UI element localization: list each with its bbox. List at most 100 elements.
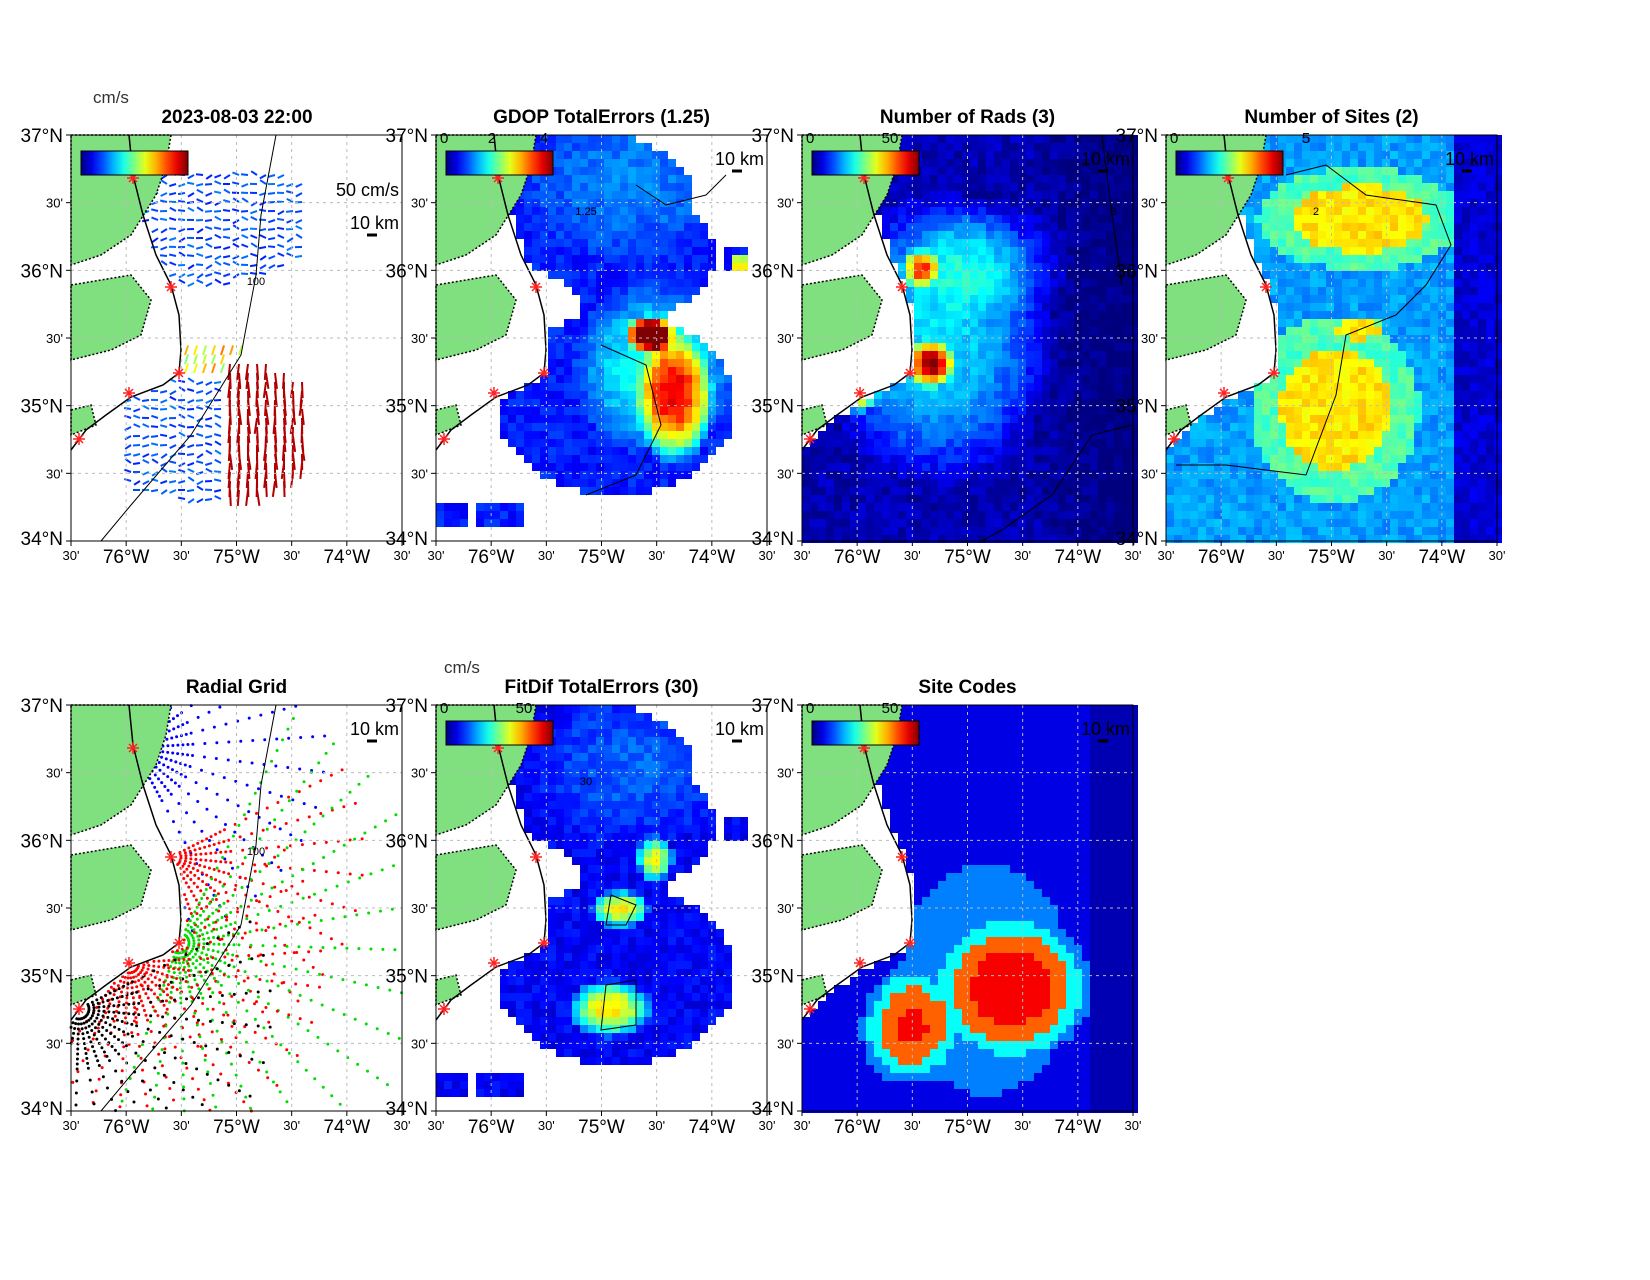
grid-cell (1470, 319, 1478, 327)
grid-cell (1358, 367, 1366, 375)
grid-cell (1066, 351, 1074, 359)
grid-cell (604, 335, 612, 343)
grid-cell (1486, 439, 1494, 447)
grid-cell (1366, 231, 1374, 239)
grid-cell (1278, 175, 1286, 183)
grid-cell (1278, 327, 1286, 335)
grid-cell (1342, 151, 1350, 159)
grid-cell (922, 479, 930, 487)
grid-cell (1050, 343, 1058, 351)
grid-cell (1478, 231, 1486, 239)
grid-cell (1462, 327, 1470, 335)
grid-cell (1002, 335, 1010, 343)
grid-cell (1350, 335, 1358, 343)
timestamp-title: 2023-08-03 22:00 (161, 107, 312, 128)
grid-cell (1422, 455, 1430, 463)
velocity-vector (196, 445, 203, 446)
grid-cell (1318, 279, 1326, 287)
grid-cell (938, 159, 946, 167)
grid-cell (1414, 167, 1422, 175)
grid-cell (556, 271, 564, 279)
grid-cell (914, 319, 922, 327)
grid-cell (1350, 191, 1358, 199)
grid-cell (1390, 287, 1398, 295)
grid-cell (1422, 167, 1430, 175)
grid-cell (1018, 335, 1026, 343)
grid-cell (1222, 487, 1230, 495)
grid-cell (1042, 463, 1050, 471)
grid-cell (1058, 503, 1066, 511)
grid-cell (1002, 455, 1010, 463)
grid-cell (1382, 391, 1390, 399)
grid-cell (922, 223, 930, 231)
grid-cell (500, 519, 508, 527)
grid-cell (930, 183, 938, 191)
grid-cell (596, 383, 604, 391)
grid-cell (572, 351, 580, 359)
grid-cell (1310, 351, 1318, 359)
velocity-vector (187, 255, 194, 256)
grid-cell (1358, 295, 1366, 303)
grid-cell (994, 495, 1002, 503)
grid-cell (1098, 535, 1106, 543)
grid-cell (1034, 367, 1042, 375)
grid-cell (1002, 447, 1010, 455)
grid-cell (970, 175, 978, 183)
grid-cell (548, 431, 556, 439)
grid-cell (994, 423, 1002, 431)
grid-cell (866, 423, 874, 431)
grid-cell (644, 311, 652, 319)
grid-cell (500, 503, 508, 511)
grid-cell (802, 519, 810, 527)
grid-cell (1106, 447, 1114, 455)
lon-tick-label: 30' (759, 548, 776, 563)
grid-cell (922, 287, 930, 295)
grid-cell (1302, 335, 1310, 343)
grid-cell (1286, 207, 1294, 215)
grid-cell (564, 375, 572, 383)
grid-cell (978, 423, 986, 431)
grid-cell (938, 215, 946, 223)
grid-cell (628, 407, 636, 415)
grid-cell (596, 375, 604, 383)
grid-cell (978, 415, 986, 423)
grid-cell (826, 487, 834, 495)
grid-cell (1098, 359, 1106, 367)
grid-cell (684, 343, 692, 351)
grid-cell (1454, 439, 1462, 447)
grid-cell (986, 327, 994, 335)
grid-cell (1414, 151, 1422, 159)
grid-cell (1010, 471, 1018, 479)
grid-cell (1398, 343, 1406, 351)
grid-cell (1050, 247, 1058, 255)
grid-cell (660, 247, 668, 255)
velocity-vector (134, 481, 140, 485)
grid-cell (1374, 143, 1382, 151)
grid-cell (1294, 335, 1302, 343)
grid-cell (994, 367, 1002, 375)
grid-cell (994, 271, 1002, 279)
grid-cell (444, 511, 452, 519)
grid-cell (1034, 167, 1042, 175)
grid-cell (1278, 487, 1286, 495)
grid-cell (1122, 319, 1130, 327)
grid-cell (938, 359, 946, 367)
grid-cell (1058, 191, 1066, 199)
grid-cell (692, 439, 700, 447)
grid-cell (1090, 223, 1098, 231)
grid-cell (556, 447, 564, 455)
grid-cell (802, 455, 810, 463)
grid-cell (1486, 447, 1494, 455)
grid-cell (986, 167, 994, 175)
grid-cell (1034, 519, 1042, 527)
grid-cell (922, 255, 930, 263)
grid-cell (1310, 367, 1318, 375)
grid-cell (890, 423, 898, 431)
grid-cell (994, 215, 1002, 223)
grid-cell (1106, 527, 1114, 535)
grid-cell (962, 167, 970, 175)
grid-cell (1018, 431, 1026, 439)
grid-cell (1066, 231, 1074, 239)
grid-cell (890, 207, 898, 215)
